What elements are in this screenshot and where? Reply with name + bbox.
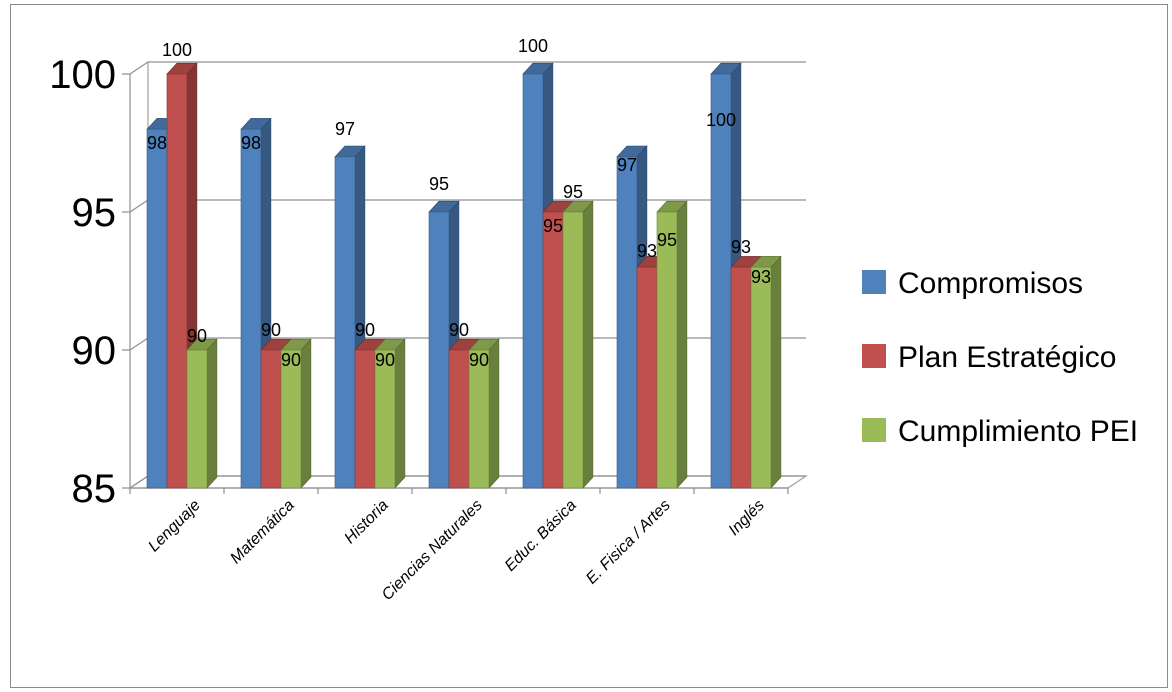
bar [186, 338, 218, 489]
bar [468, 338, 500, 489]
data-label: 95 [543, 216, 563, 236]
data-label: 93 [751, 267, 771, 287]
legend: Compromisos Plan Estratégico Cumplimiento … [862, 267, 1138, 448]
bar-front [522, 73, 544, 489]
y-tick-label: 95 [72, 191, 117, 235]
bar-side [676, 200, 688, 489]
legend-item: Cumplimiento PEI [862, 415, 1138, 448]
data-label: 90 [355, 320, 375, 340]
x-tick-label: Historia [341, 497, 391, 547]
data-label: 97 [335, 119, 355, 139]
data-label: 97 [617, 155, 637, 175]
y-tick-label: 85 [72, 467, 117, 511]
legend-swatch [862, 418, 886, 442]
data-label: 98 [147, 133, 167, 153]
legend-label: Compromisos [898, 267, 1083, 300]
bar-front [710, 73, 732, 489]
bar-front [656, 211, 678, 489]
legend-swatch [862, 344, 886, 368]
y-axis: 85 90 95 100 [49, 53, 131, 511]
bar-front [562, 211, 584, 489]
data-label: 90 [449, 320, 469, 340]
y-tick-label: 90 [72, 329, 117, 373]
bar-front [280, 349, 302, 489]
bar-front [260, 349, 282, 489]
x-tick-label: Lenguaje [145, 497, 204, 556]
x-tick-label: Ciencias Naturales [379, 497, 486, 604]
data-label: 100 [706, 110, 736, 130]
x-tick-label: E. Fisica / Artes [583, 497, 674, 588]
data-label: 100 [162, 40, 192, 60]
data-label: 100 [518, 36, 548, 56]
bar-front [428, 211, 450, 489]
data-label: 90 [281, 350, 301, 370]
data-label: 90 [187, 326, 207, 346]
bar-front [750, 266, 772, 489]
bar-front [374, 349, 396, 489]
bar [750, 255, 782, 489]
legend-label: Cumplimiento PEI [898, 415, 1138, 448]
bar-front [636, 266, 658, 489]
bar-front [186, 349, 208, 489]
bar-front [354, 349, 376, 489]
legend-item: Compromisos [862, 267, 1083, 300]
bar-side [206, 338, 218, 489]
bar-front [334, 156, 356, 489]
legend-label: Plan Estratégico [898, 341, 1116, 374]
bar-front [616, 156, 638, 489]
bar [656, 200, 688, 489]
data-label: 95 [657, 230, 677, 250]
bar-side [770, 255, 782, 489]
data-label: 90 [261, 320, 281, 340]
y-tick-label: 100 [49, 53, 116, 97]
legend-item: Plan Estratégico [862, 341, 1116, 374]
bar-side [300, 338, 312, 489]
data-label: 98 [241, 133, 261, 153]
bar [562, 200, 594, 489]
bar [166, 62, 198, 489]
data-label: 90 [469, 350, 489, 370]
data-labels: 9810090989090979090959090100959597939510… [147, 36, 771, 370]
x-tick-label: Inglés [726, 497, 768, 539]
data-label: 93 [731, 237, 751, 257]
bar-front [166, 73, 188, 489]
bar-front [448, 349, 470, 489]
gridline [129, 199, 806, 213]
gridline [129, 61, 806, 75]
data-label: 93 [637, 241, 657, 261]
legend-swatch [862, 270, 886, 294]
data-label: 95 [429, 174, 449, 194]
bar-front [468, 349, 490, 489]
bar [280, 338, 312, 489]
bar-side [394, 338, 406, 489]
data-label: 90 [375, 350, 395, 370]
bar-side [582, 200, 594, 489]
bar-side [488, 338, 500, 489]
x-tick-label: Matemática [227, 497, 298, 568]
bar-front [240, 128, 262, 489]
bars [146, 62, 782, 489]
bar-front [730, 266, 752, 489]
bar [374, 338, 406, 489]
data-label: 95 [563, 182, 583, 202]
bar-front [542, 211, 564, 489]
bar-front [146, 128, 168, 489]
x-tick-label: Educ. Básica [502, 497, 580, 575]
